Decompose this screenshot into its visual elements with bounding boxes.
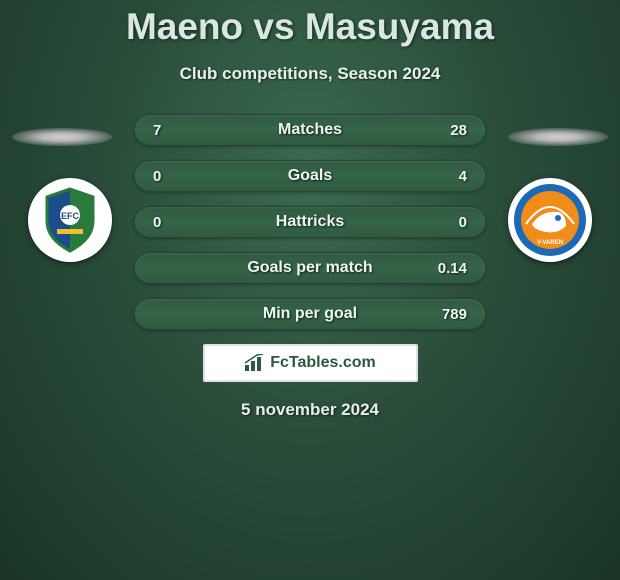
stat-right-value: 28	[427, 122, 467, 139]
page-title: Maeno vs Masuyama	[0, 0, 620, 48]
stat-right-value: 0	[427, 214, 467, 231]
stat-left-value: 0	[153, 214, 193, 231]
bar-chart-icon	[244, 354, 266, 372]
club-badge-right: V-VAREN	[508, 178, 592, 262]
attribution-badge[interactable]: FcTables.com	[203, 344, 418, 382]
stat-label: Goals per match	[247, 259, 372, 277]
player-platform-right	[508, 128, 608, 146]
stat-right-value: 4	[427, 168, 467, 185]
svg-text:EFC: EFC	[61, 211, 80, 221]
stat-right-value: 0.14	[427, 260, 467, 277]
stat-label: Min per goal	[263, 305, 357, 323]
stat-row: 0 Goals 4	[134, 160, 486, 192]
svg-text:V-VAREN: V-VAREN	[537, 240, 563, 246]
stat-label: Hattricks	[276, 213, 344, 231]
stat-right-value: 789	[427, 306, 467, 323]
date-caption: 5 november 2024	[0, 400, 620, 420]
stat-row: 7 Matches 28	[134, 114, 486, 146]
stat-label: Matches	[278, 121, 342, 139]
shield-icon: EFC	[35, 185, 105, 255]
stats-container: 7 Matches 28 0 Goals 4 0 Hattricks 0 Goa…	[134, 114, 486, 330]
subtitle: Club competitions, Season 2024	[0, 64, 620, 84]
club-badge-left: EFC	[28, 178, 112, 262]
attribution-text: FcTables.com	[270, 354, 376, 372]
stat-left-value: 7	[153, 122, 193, 139]
stat-row: Goals per match 0.14	[134, 252, 486, 284]
stat-row: Min per goal 789	[134, 298, 486, 330]
stat-label: Goals	[288, 167, 332, 185]
stat-row: 0 Hattricks 0	[134, 206, 486, 238]
stat-left-value: 0	[153, 168, 193, 185]
circle-badge-icon: V-VAREN	[512, 182, 588, 258]
player-platform-left	[12, 128, 112, 146]
